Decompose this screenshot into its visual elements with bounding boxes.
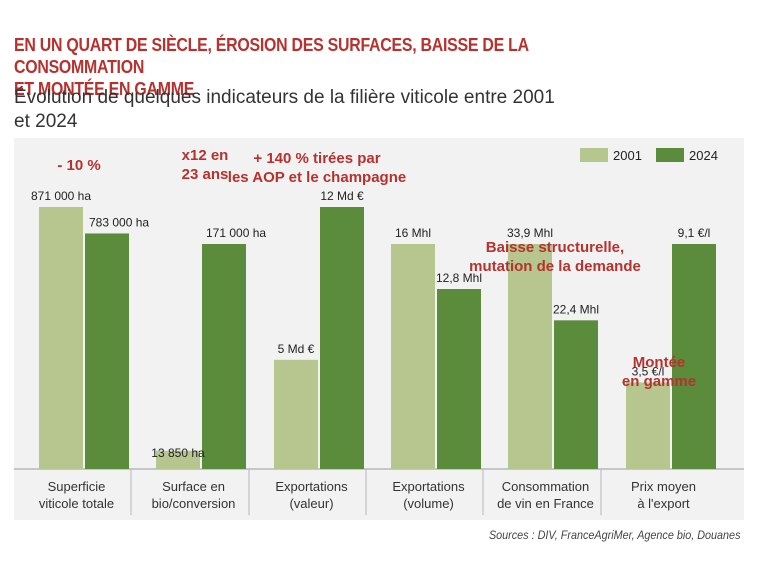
value-label-4-2024: 12,8 Mhl (436, 271, 482, 285)
chart-title-line-2: ET MONTÉE EN GAMME (14, 78, 195, 99)
category-label-4-line-2: (volume) (403, 496, 454, 511)
annotation-5-line-1: Baisse structurelle, (486, 239, 624, 256)
annotation-2-line-1: x12 en (182, 147, 229, 164)
source-note: Sources : DIV, FranceAgriMer, Agence bio… (488, 528, 740, 542)
chart-subtitle-line-2: et 2024 (14, 111, 78, 132)
legend-label-2001: 2001 (613, 148, 642, 163)
category-label-1-line-2: viticole totale (39, 496, 114, 511)
chart-panel (14, 138, 744, 520)
chart-subtitle-line-1: Évolution de quelques indicateurs de la … (14, 87, 555, 108)
chart-title: EN UN QUART DE SIÈCLE, ÉROSION DES SURFA… (14, 34, 642, 100)
annotation-2-line-2: 23 ans (182, 166, 229, 183)
value-label-5-2001: 33,9 Mhl (507, 226, 553, 240)
category-label-2-line-2: bio/conversion (152, 496, 236, 511)
bar-4-2024 (437, 289, 481, 469)
value-label-2-2024: 171 000 ha (206, 226, 266, 240)
bar-5-2001 (508, 244, 552, 469)
annotation-6-line-1: Montée (633, 354, 686, 371)
bar-3-2024 (320, 207, 364, 469)
chart-subtitle: Évolution de quelques indicateurs de la … (14, 86, 714, 134)
value-label-5-2024: 22,4 Mhl (553, 302, 599, 316)
annotation-3-line-2: les AOP et le champagne (228, 169, 406, 186)
bar-2-2024 (202, 244, 246, 469)
value-label-6-2024: 9,1 €/l (678, 226, 711, 240)
value-label-6-2001: 3,5 €/l (632, 364, 665, 378)
bar-3-2001 (274, 359, 318, 469)
category-label-2-line-1: Surface en (162, 479, 225, 494)
bar-6-2024 (672, 244, 716, 469)
legend-swatch-2024 (656, 148, 684, 162)
annotation-3-line-1: + 140 % tirées par (253, 150, 380, 167)
value-label-1-2001: 871 000 ha (31, 189, 91, 203)
category-label-4-line-1: Exportations (392, 479, 465, 494)
value-label-4-2001: 16 Mhl (395, 226, 431, 240)
bar-4-2001 (391, 244, 435, 469)
category-label-3-line-2: (valeur) (289, 496, 333, 511)
bar-2-2001 (156, 450, 200, 469)
annotation-5-line-2: mutation de la demande (469, 258, 641, 275)
bar-5-2024 (554, 320, 598, 469)
category-label-5-line-2: de vin en France (497, 496, 594, 511)
category-label-6-line-2: à l'export (637, 496, 690, 511)
value-label-2-2001: 13 850 ha (151, 446, 205, 460)
bar-6-2001 (626, 382, 670, 469)
value-label-1-2024: 783 000 ha (89, 215, 149, 229)
category-label-3-line-1: Exportations (275, 479, 348, 494)
legend-swatch-2001 (580, 148, 608, 162)
bar-1-2024 (85, 233, 129, 469)
legend-label-2024: 2024 (689, 148, 718, 163)
category-label-6-line-1: Prix moyen (631, 479, 696, 494)
annotation-6-line-2: en gamme (622, 373, 696, 390)
chart-title-line-1: EN UN QUART DE SIÈCLE, ÉROSION DES SURFA… (14, 34, 529, 77)
value-label-3-2024: 12 Md € (320, 189, 364, 203)
bar-1-2001 (39, 207, 83, 469)
annotation-1-line-1: - 10 % (57, 157, 100, 174)
category-label-1-line-1: Superficie (48, 479, 106, 494)
value-label-3-2001: 5 Md € (278, 342, 315, 356)
category-label-5-line-1: Consommation (502, 479, 589, 494)
